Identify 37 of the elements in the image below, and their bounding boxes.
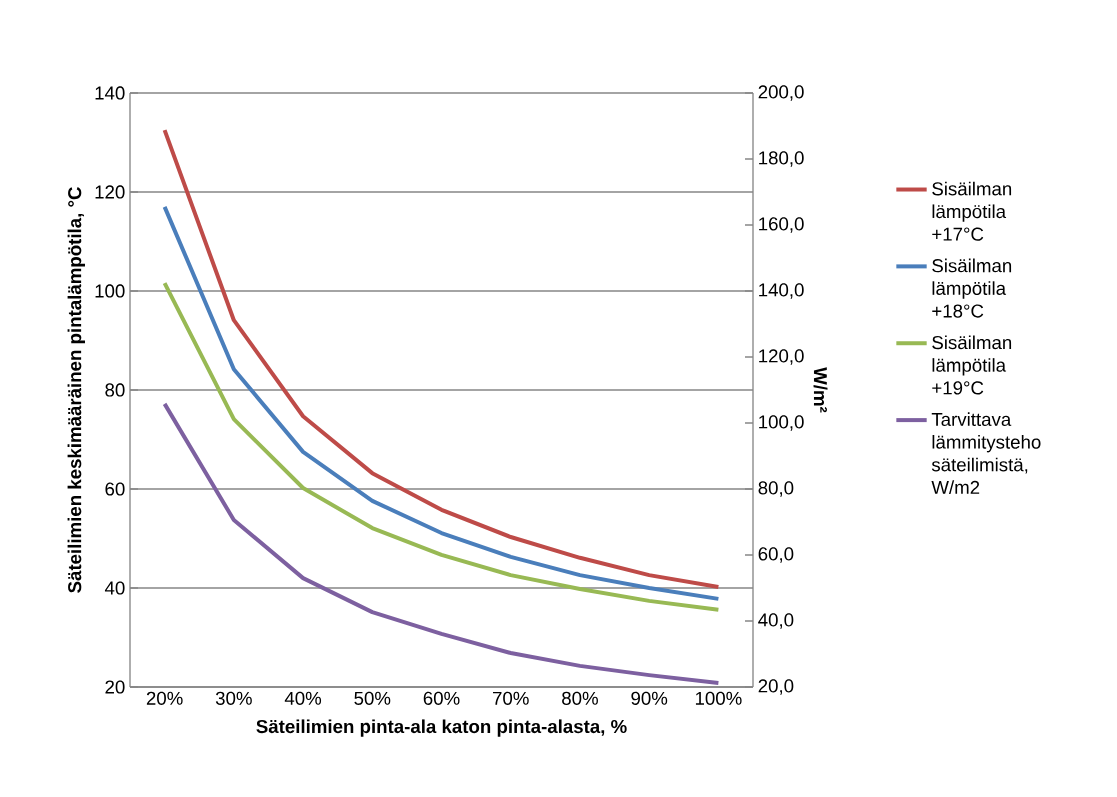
y-axis-title: Säteilimien keskimääräinen pintalämpötila, °C [67,187,85,593]
line-series [162,281,721,612]
x-tick-label: 50% [354,691,391,705]
x-tick-label: 20% [146,691,183,705]
y2-tick-label: 100,0 [759,415,804,431]
x-tick-label: 30% [215,691,252,705]
y2-tick-label: 80,0 [758,481,794,497]
y2-tick-label: 120,0 [759,349,804,365]
legend-label: Sisäilman lämpötila +19°C [932,335,1012,395]
y-tick-label: 80 [105,383,125,397]
y-tick-label: 20 [105,680,125,694]
y-tick-label: 120 [95,185,125,199]
y2-tick-label: 60,0 [758,547,794,563]
x-tick-label: 100% [695,691,742,705]
y-tick-label: 60 [105,482,125,496]
line-series [162,204,721,601]
y2-tick-label: 40,0 [758,613,794,629]
legend-label: Sisäilman lämpötila +17°C [932,181,1012,241]
y2-tick-label: 20,0 [758,679,794,695]
y2-tick-label: 140,0 [759,283,804,299]
y-tick-label: 40 [104,581,125,595]
line-series [162,128,721,590]
legend-label: Sisäilman lämpötila +18°C [932,258,1012,318]
y-tick-label: 140 [95,86,125,100]
x-tick-label: 80% [562,691,598,705]
y2-tick-label: 200,0 [758,85,804,101]
x-tick-label: 70% [493,691,529,705]
y-tick-label: 100 [95,284,125,298]
y2-tick-label: 180,0 [759,151,804,167]
legend-label: Tarvittava lämmitysteho säteilimistä, W/m2 [931,412,1041,495]
line-series [162,401,721,686]
x-tick-label: 40% [284,691,322,705]
x-axis-title: Säteilimien pinta-ala katon pinta-alasta, % [256,719,627,737]
x-tick-label: 90% [631,691,668,705]
y2-tick-label: 160,0 [759,217,804,233]
x-tick-label: 60% [423,691,460,705]
y2-axis-title: W/m² [813,367,828,413]
